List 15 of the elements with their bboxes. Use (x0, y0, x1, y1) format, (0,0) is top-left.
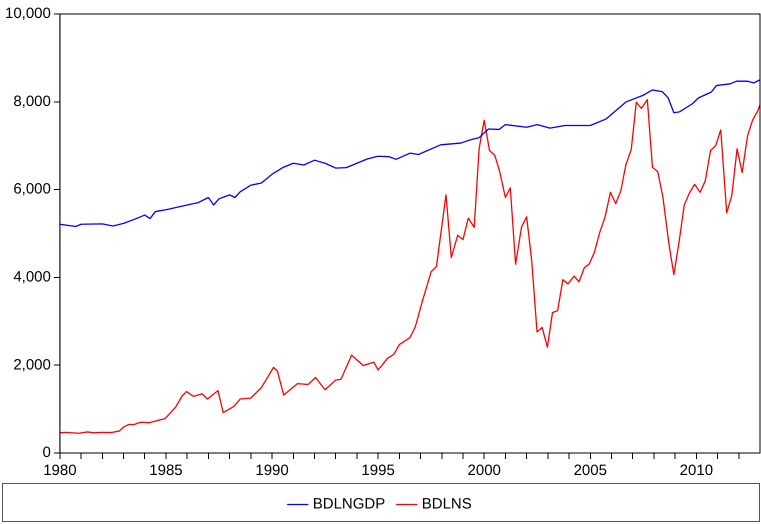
x-tick-label: 1990 (255, 462, 289, 480)
y-tick-label: 10,000 (4, 5, 51, 22)
x-tick-label: 2000 (468, 462, 501, 480)
x-tick-label: 1985 (149, 462, 183, 480)
y-tick-label: 4,000 (13, 268, 51, 286)
legend-label: BDLNS (422, 496, 472, 513)
y-tick-label: 0 (42, 444, 51, 462)
y-tick-label: 8,000 (13, 92, 51, 110)
x-tick-label: 2005 (574, 462, 607, 480)
x-tick-label: 1995 (361, 462, 395, 480)
x-tick-label: 2010 (680, 462, 714, 480)
x-tick-label: 1980 (43, 462, 77, 480)
y-tick-label: 2,000 (13, 356, 51, 374)
y-tick-label: 6,000 (13, 180, 51, 198)
legend-label: BDLNGDP (312, 496, 386, 513)
